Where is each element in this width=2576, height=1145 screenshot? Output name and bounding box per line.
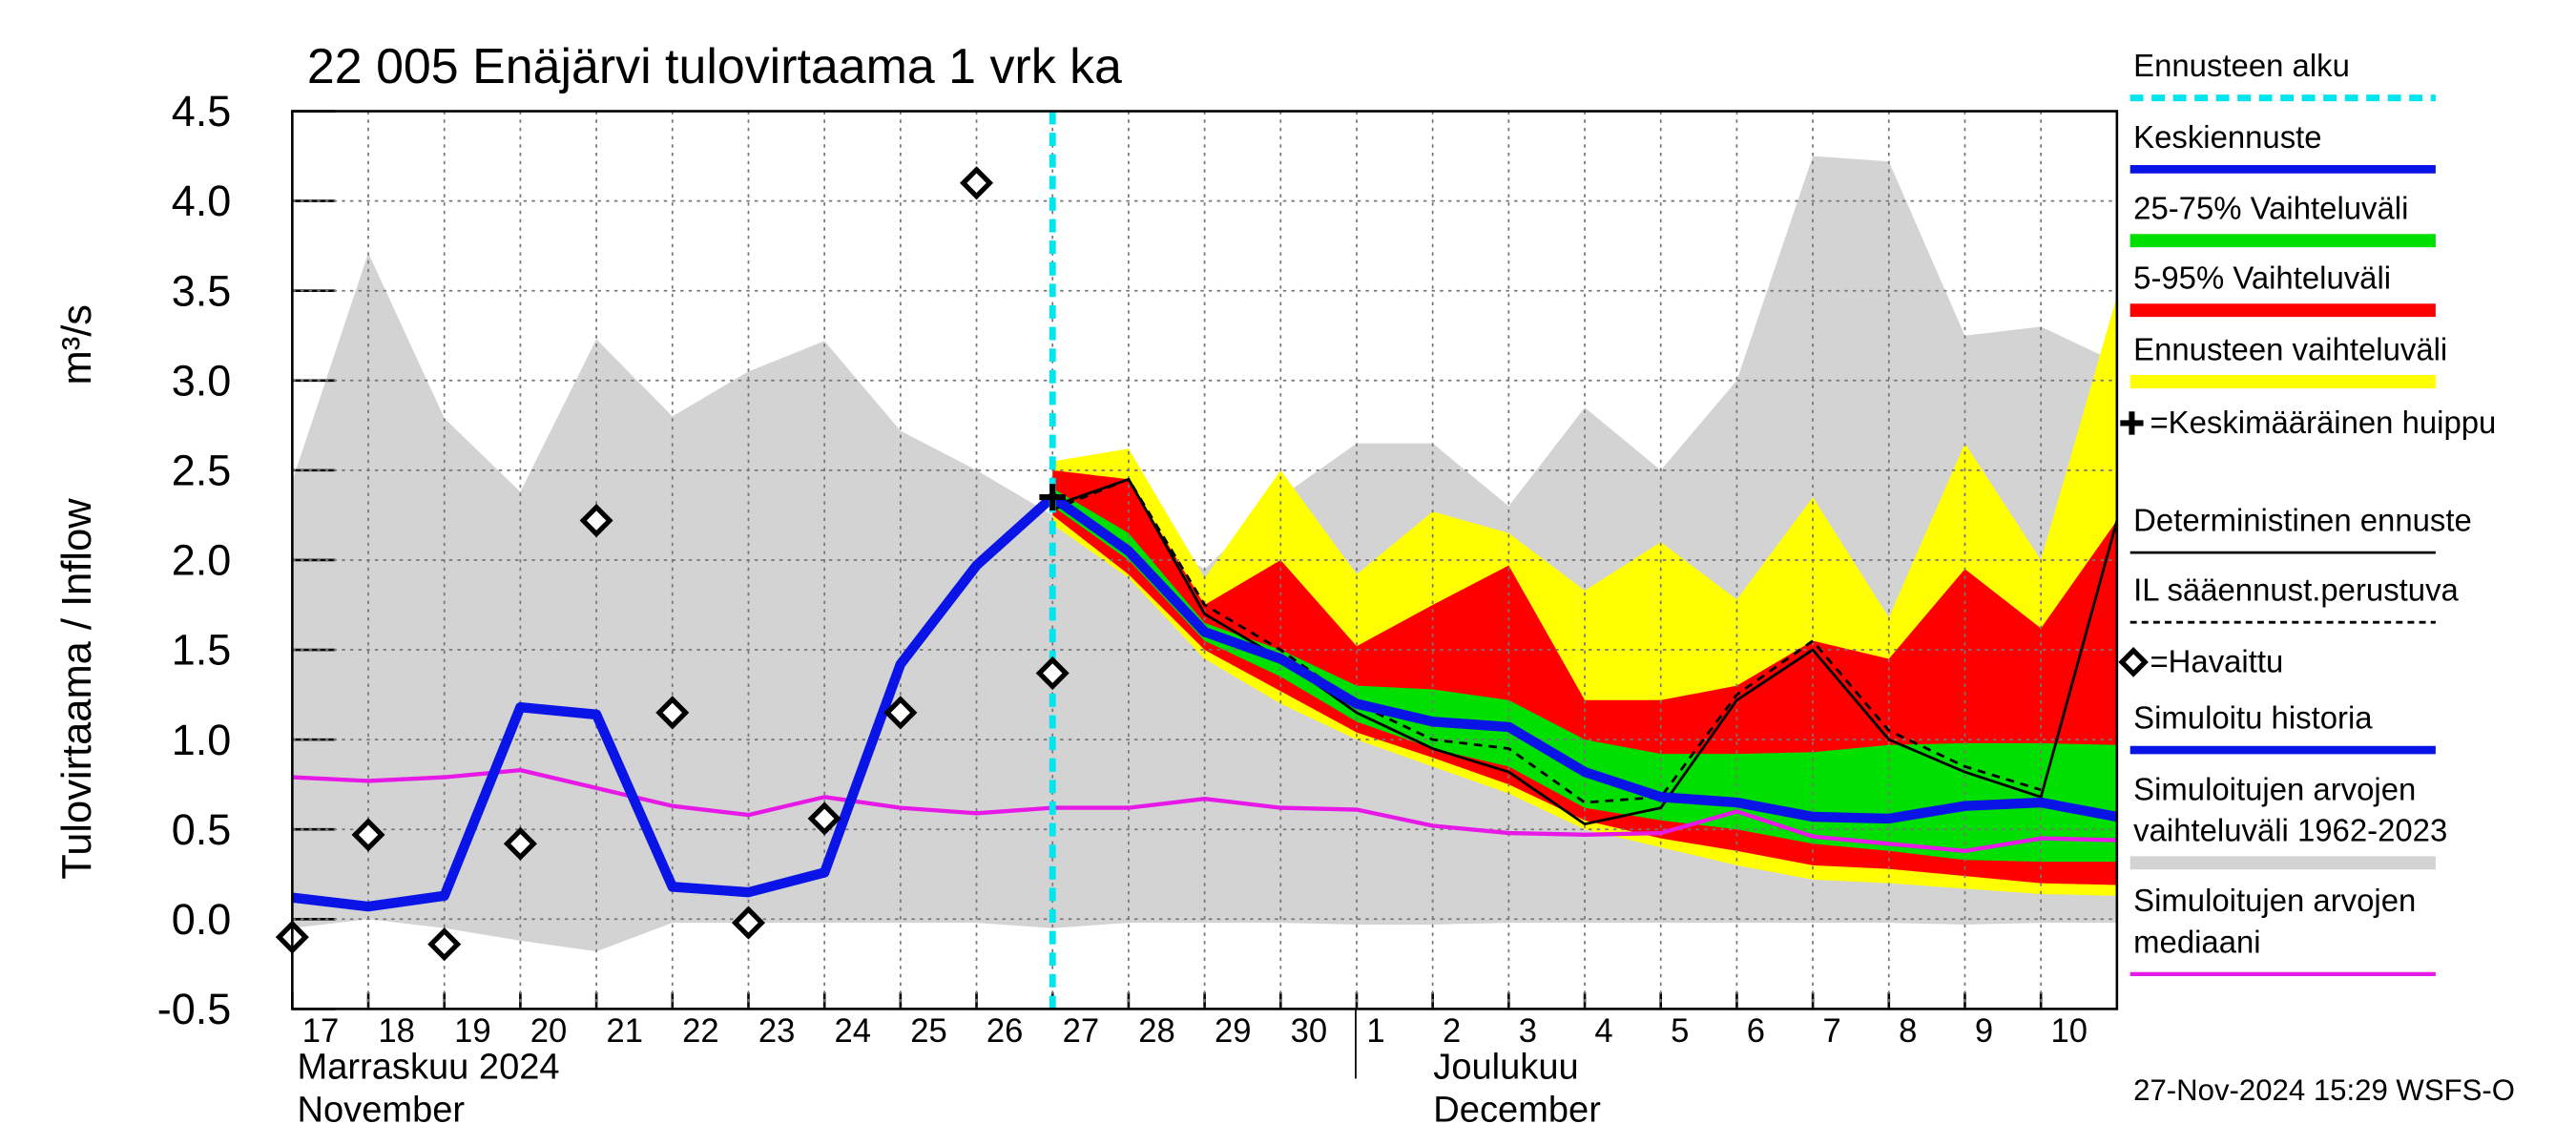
y-tick-label: 1.0 — [172, 716, 232, 764]
legend-label: Simuloitu historia — [2133, 701, 2373, 738]
x-tick-label: 5 — [1671, 1013, 1689, 1050]
chart-title: 22 005 Enäjärvi tulovirtaama 1 vrk ka — [307, 39, 1122, 94]
x-tick-label: 4 — [1594, 1013, 1612, 1050]
y-axis-label: Tulovirtaama / Inflow — [54, 498, 100, 880]
legend-entry: Simuloitu historia — [2133, 701, 2373, 738]
legend-label: Keskiennuste — [2133, 120, 2322, 156]
observed-marker — [427, 927, 462, 962]
x-tick-label: 26 — [987, 1013, 1024, 1050]
observed-marker — [883, 696, 918, 730]
x-tick-label: 22 — [682, 1013, 719, 1050]
legend-entry: IL sääennust.perustuva — [2133, 573, 2459, 610]
x-tick-label: 25 — [910, 1013, 947, 1050]
y-tick-label: 2.5 — [172, 446, 232, 494]
x-tick-label: 28 — [1138, 1013, 1175, 1050]
y-tick-label: 4.5 — [172, 87, 232, 135]
legend-entry: =Keskimääräinen huippu — [2150, 406, 2497, 442]
legend-entry: Simuloitujen arvojen mediaani — [2133, 884, 2417, 961]
legend-label: IL sääennust.perustuva — [2133, 573, 2459, 610]
x-tick-label: 27 — [1063, 1013, 1100, 1050]
legend-label: Simuloitujen arvojen vaihteluväli 1962-2… — [2133, 773, 2448, 850]
series-line — [1051, 477, 2042, 804]
legend-label: 25-75% Vaihteluväli — [2133, 192, 2409, 228]
legend-label: 5-95% Vaihteluväli — [2133, 261, 2392, 298]
y-tick-label: 2.0 — [172, 536, 232, 585]
legend-label: Simuloitujen arvojen mediaani — [2133, 884, 2417, 961]
legend-label: =Havaittu — [2150, 645, 2284, 681]
series-line — [1051, 477, 2119, 826]
y-tick-label: 3.0 — [172, 356, 232, 405]
x-tick-label: 17 — [302, 1013, 340, 1050]
legend-entry: 5-95% Vaihteluväli — [2133, 261, 2392, 298]
timestamp: 27-Nov-2024 15:29 WSFS-O — [2133, 1073, 2515, 1107]
x-tick-label: 9 — [1975, 1013, 1993, 1050]
x-tick-label: 18 — [378, 1013, 415, 1050]
y-tick-label: 0.5 — [172, 805, 232, 854]
y-tick-label: 0.0 — [172, 895, 232, 944]
x-tick-label: 2 — [1443, 1013, 1461, 1050]
x-tick-label: 30 — [1291, 1013, 1328, 1050]
observed-marker — [1035, 656, 1070, 691]
x-tick-label: 29 — [1215, 1013, 1252, 1050]
legend-entry: =Havaittu — [2150, 645, 2284, 681]
y-tick-label: 3.5 — [172, 266, 232, 315]
observed-marker — [655, 696, 690, 730]
x-tick-label: 24 — [835, 1013, 872, 1050]
observed-marker — [579, 503, 613, 538]
legend-entry: Ennusteen alku — [2133, 50, 2350, 85]
legend-entry: 25-75% Vaihteluväli — [2133, 192, 2409, 228]
y-tick-label: -0.5 — [157, 985, 232, 1033]
observed-marker — [351, 818, 385, 852]
legend-label: Deterministinen ennuste — [2133, 504, 2472, 540]
peak-marker — [1039, 484, 1067, 511]
series-line — [1049, 492, 2118, 824]
legend-label: Ennusteen vaihteluväli — [2133, 333, 2448, 369]
plot-frame — [291, 110, 2119, 1010]
observed-marker — [731, 906, 765, 940]
observed-marker — [960, 166, 994, 200]
y-tick-label: 4.0 — [172, 177, 232, 225]
month-label: Joulukuu — [1433, 1046, 1578, 1087]
month-label: November — [298, 1090, 466, 1131]
legend-entry: Keskiennuste — [2133, 120, 2322, 156]
x-tick-label: 21 — [606, 1013, 643, 1050]
y-axis-unit: m³/s — [54, 304, 100, 385]
x-tick-label: 23 — [758, 1013, 796, 1050]
legend-entry: Deterministinen ennuste — [2133, 504, 2472, 540]
x-tick-label: 1 — [1366, 1013, 1384, 1050]
x-tick-label: 19 — [454, 1013, 491, 1050]
x-tick-label: 3 — [1519, 1013, 1537, 1050]
legend-entry: Ennusteen vaihteluväli — [2133, 333, 2448, 369]
x-tick-label: 6 — [1747, 1013, 1765, 1050]
series-line — [292, 767, 2117, 853]
y-tick-label: 1.5 — [172, 626, 232, 675]
month-label: December — [1433, 1090, 1601, 1131]
legend-symbol — [2120, 411, 2144, 435]
legend-label: Ennusteen alku — [2133, 50, 2350, 85]
x-tick-label: 7 — [1822, 1013, 1840, 1050]
month-label: Marraskuu 2024 — [298, 1046, 560, 1087]
x-tick-label: 20 — [530, 1013, 568, 1050]
legend-entry: Simuloitujen arvojen vaihteluväli 1962-2… — [2133, 773, 2448, 850]
range-band — [1052, 488, 2117, 863]
x-tick-label: 8 — [1899, 1013, 1917, 1050]
legend-label: =Keskimääräinen huippu — [2150, 406, 2497, 442]
observed-marker — [503, 826, 537, 861]
series-line — [291, 493, 1056, 912]
x-tick-label: 10 — [2051, 1013, 2088, 1050]
legend-symbol — [2118, 647, 2149, 677]
observed-marker — [807, 802, 841, 836]
